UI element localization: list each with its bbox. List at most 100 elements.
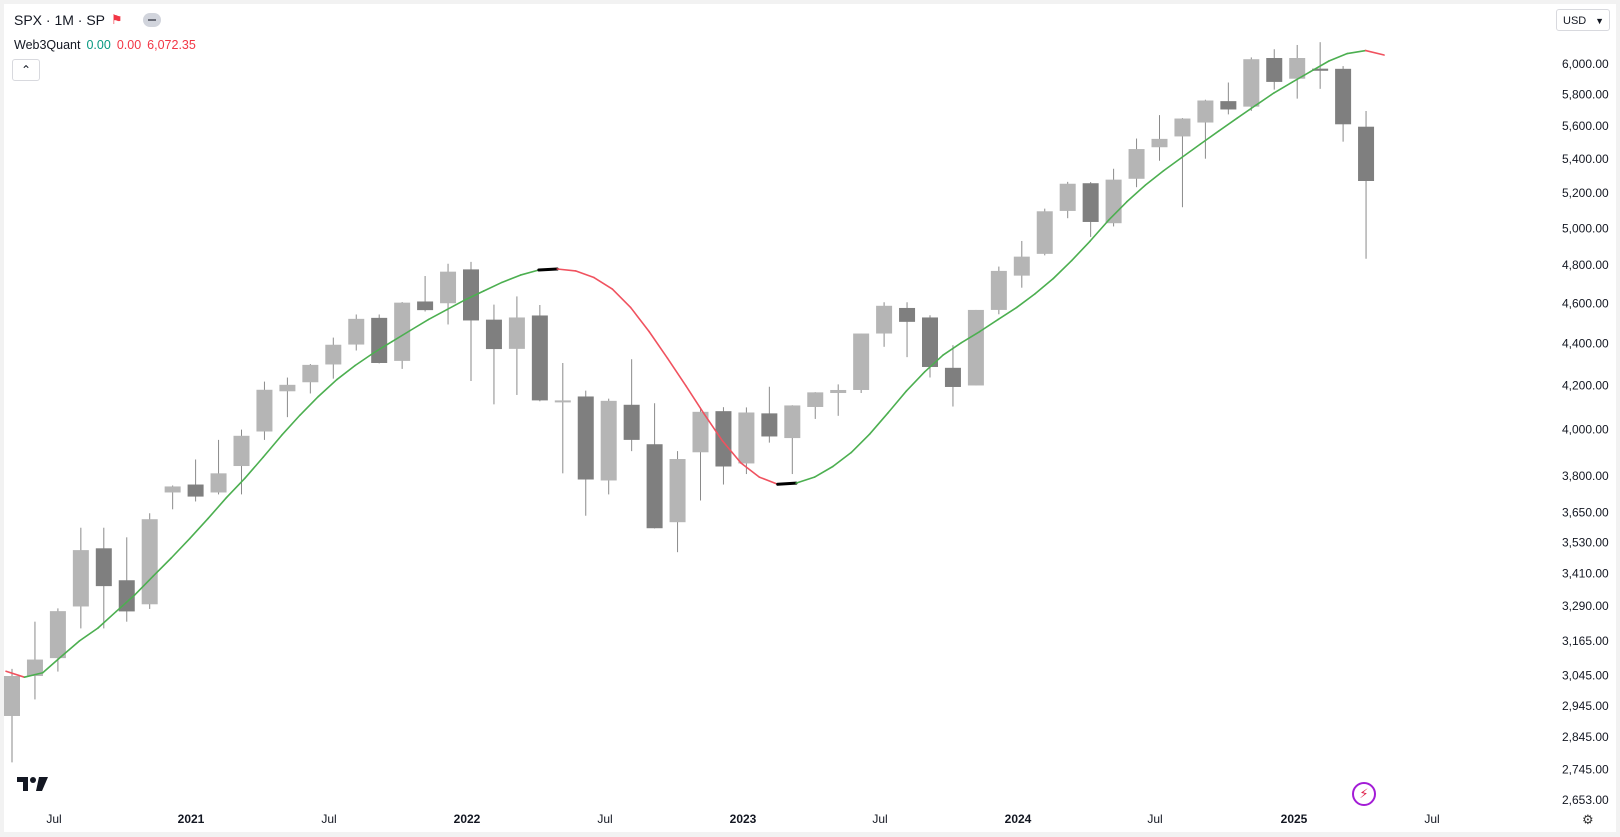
currency-selector[interactable]: USD ▼	[1556, 9, 1610, 31]
candle-body	[440, 272, 456, 304]
candle-body	[486, 320, 502, 349]
indicator-segment	[318, 380, 336, 397]
flag-icon[interactable]: ⚑	[111, 14, 123, 26]
candle-body	[256, 390, 272, 432]
indicator-segment	[1145, 171, 1163, 185]
y-tick-label: 3,530.00	[1562, 535, 1609, 549]
y-tick-label: 5,800.00	[1562, 88, 1609, 102]
x-tick-label: Jul	[1147, 812, 1162, 826]
candle-body	[1014, 257, 1030, 276]
symbol-title[interactable]: SPX · 1M · SP	[14, 12, 105, 28]
candle-body	[279, 385, 295, 391]
x-tick-label: 2022	[454, 812, 481, 826]
more-icon[interactable]	[143, 13, 161, 27]
x-tick-label: Jul	[46, 812, 61, 826]
x-tick-label: 2023	[730, 812, 757, 826]
candle-body	[509, 317, 525, 348]
indicator-segment	[851, 434, 869, 452]
candle-body	[348, 319, 364, 345]
settings-icon[interactable]: ⚙	[1582, 812, 1594, 828]
indicator-segment	[1035, 278, 1053, 293]
y-tick-label: 2,945.00	[1562, 699, 1609, 713]
candle-body	[142, 519, 158, 604]
candle-body	[1037, 211, 1053, 254]
candle-body	[1197, 101, 1213, 123]
candle-body	[165, 486, 181, 492]
candle-body	[4, 676, 20, 716]
indicator-segment	[870, 413, 888, 434]
indicator-segment	[686, 386, 704, 414]
indicator-segment	[520, 270, 538, 275]
candle-body	[234, 436, 250, 466]
candle-body	[647, 444, 663, 528]
indicator-segment	[649, 332, 667, 359]
candle-body	[830, 390, 846, 393]
indicator-segment	[1164, 157, 1182, 170]
candle-body	[807, 392, 823, 407]
indicator-segment	[410, 319, 428, 330]
x-tick-label: Jul	[597, 812, 612, 826]
indicator-segment	[263, 435, 281, 457]
candle-body	[715, 411, 731, 466]
indicator-name[interactable]: Web3Quant	[14, 38, 80, 52]
candle-body	[1060, 184, 1076, 211]
indicator-segment	[576, 271, 594, 278]
indicator-segment	[1347, 51, 1365, 54]
indicator-segment	[1366, 51, 1384, 55]
candle-body	[96, 548, 112, 586]
indicator-segment	[612, 289, 630, 308]
indicator-segment	[667, 358, 685, 385]
y-tick-label: 3,650.00	[1562, 505, 1609, 519]
chevron-down-icon: ▼	[1595, 10, 1604, 32]
y-tick-label: 5,400.00	[1562, 152, 1609, 166]
candle-body	[761, 413, 777, 436]
indicator-segment	[1053, 261, 1071, 279]
indicator-segment	[98, 611, 116, 628]
plot-area	[4, 42, 1384, 762]
candle-body	[555, 400, 571, 402]
y-tick-label: 3,165.00	[1562, 634, 1609, 648]
indicator-segment	[190, 518, 208, 538]
indicator-segment	[943, 343, 961, 355]
tradingview-logo-icon[interactable]	[17, 775, 49, 793]
candle-body	[968, 310, 984, 386]
collapse-legend-button[interactable]: ⌃	[12, 59, 40, 81]
indicator-segment	[906, 372, 924, 391]
price-axis[interactable]: 6,000.00 5,800.00 5,600.00 5,400.00 5,200.00…	[1562, 57, 1609, 807]
indicator-segment	[300, 396, 318, 415]
candle-body	[853, 334, 869, 390]
indicator-segment	[502, 275, 520, 282]
x-tick-label: 2021	[178, 812, 205, 826]
symbol-legend[interactable]: SPX · 1M · SP ⚑	[14, 12, 161, 28]
candle-body	[73, 550, 89, 606]
indicator-segment	[888, 391, 906, 413]
indicator-value-1: 0.00	[86, 38, 110, 52]
indicator-segment	[337, 366, 355, 380]
indicator-segment	[1200, 131, 1218, 144]
indicator-segment	[429, 310, 447, 320]
candle-body	[670, 459, 686, 522]
candle-body	[1243, 59, 1259, 106]
indicator-segment	[1237, 106, 1255, 119]
y-tick-label: 5,000.00	[1562, 221, 1609, 235]
candle-body	[624, 405, 640, 440]
candle-body	[784, 405, 800, 438]
candle-body	[1266, 58, 1282, 82]
y-tick-label: 2,745.00	[1562, 762, 1609, 776]
lightning-icon[interactable]: ⚡	[1352, 782, 1376, 806]
y-tick-label: 5,200.00	[1562, 186, 1609, 200]
indicator-segment	[814, 466, 832, 477]
indicator-segment	[79, 628, 97, 641]
candle-body	[899, 308, 915, 322]
candle-body	[1220, 101, 1236, 109]
indicator-segment	[1017, 294, 1035, 308]
indicator-segment	[539, 269, 557, 270]
candle-body	[325, 345, 341, 365]
indicator-segment	[557, 269, 575, 271]
time-axis[interactable]: Jul 2021 Jul 2022 Jul 2023 Jul 2024 Jul 2025 Jul	[46, 812, 1439, 826]
candle-body	[1358, 127, 1374, 181]
y-tick-label: 4,400.00	[1562, 337, 1609, 351]
indicator-legend[interactable]: Web3Quant 0.00 0.00 6,072.35	[14, 38, 196, 52]
y-tick-label: 5,600.00	[1562, 119, 1609, 133]
